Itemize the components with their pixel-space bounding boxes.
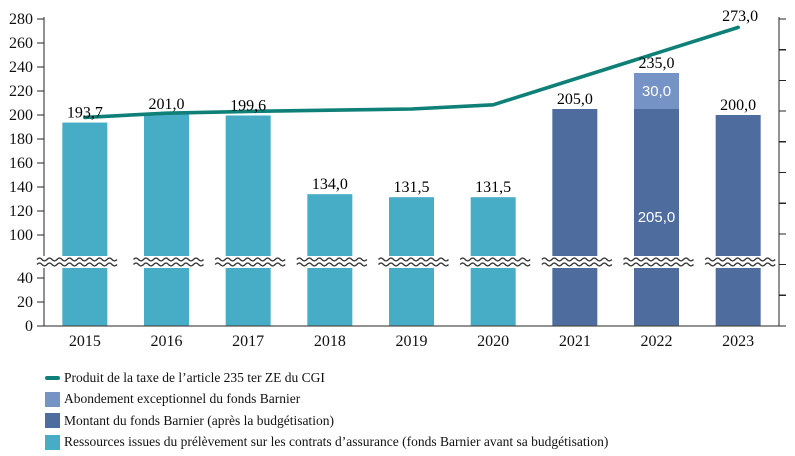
legend-square-swatch [45, 413, 60, 428]
bar-value-label: 201,0 [149, 96, 185, 113]
axis-break-wave [622, 257, 695, 262]
x-axis-category-label: 2022 [641, 333, 673, 350]
x-axis-category-label: 2017 [232, 333, 264, 350]
axis-break-wave [622, 262, 695, 267]
bar-value-label: 131,5 [475, 179, 511, 196]
legend-item-ressources: Ressources issues du prélèvement sur les… [45, 434, 608, 451]
y-axis-tick-label: 120 [9, 203, 33, 220]
x-axis-category-label: 2019 [396, 333, 428, 350]
bar-value-label: 134,0 [312, 176, 348, 193]
axis-break-wave [704, 257, 776, 262]
bar-segment-2016 [144, 113, 189, 326]
axis-break-wave [296, 262, 368, 267]
chart-legend: Produit de la taxe de l’article 235 ter … [0, 366, 795, 456]
legend-square-swatch [45, 434, 60, 450]
bar-segment-2021 [552, 109, 598, 326]
legend-square-swatch [45, 391, 60, 407]
axis-break-wave [377, 262, 450, 267]
bar-value-label: 131,5 [394, 179, 430, 196]
bar-segment-2017 [225, 115, 271, 326]
bar-inside-label: 30,0 [642, 83, 671, 100]
bar-segment-2022 [634, 109, 679, 326]
legend-label: Produit de la taxe de l’article 235 ter … [64, 369, 325, 385]
y-axis-tick-label: 40 [17, 270, 33, 287]
legend-item-montant-fonds: Montant du fonds Barnier (après la budgé… [45, 412, 334, 429]
chart-plot-area: 0 20 40 100 120 140 160 180 200 220 240 260 280 2015 2… [9, 8, 786, 350]
axis-break-wave [36, 257, 118, 262]
legend-item-produit-taxe: Produit de la taxe de l’article 235 ter … [45, 369, 325, 386]
axis-break-wave [214, 257, 286, 262]
bar-inside-label: 205,0 [638, 209, 676, 226]
line-series-produit-taxe [83, 25, 740, 120]
legend-label: Montant du fonds Barnier (après la budgé… [64, 412, 334, 428]
y-axis-tick-label: 140 [9, 179, 33, 196]
bar-value-label: 193,7 [67, 105, 103, 122]
bar-value-label: 200,0 [720, 97, 756, 114]
x-axis-category-label: 2023 [722, 333, 754, 350]
axis-break-wave [36, 262, 118, 267]
bar-value-label: 235,0 [639, 55, 675, 72]
x-axis-category-label: 2020 [477, 333, 509, 350]
legend-label: Abondement exceptionnel du fonds Barnier [64, 391, 301, 406]
y-axis-tick-label: 200 [9, 107, 33, 124]
legend-line-swatch [45, 375, 60, 380]
y-axis-tick-label: 0 [25, 318, 33, 335]
y-axis-tick-label: 220 [9, 83, 33, 100]
x-axis-category-label: 2015 [69, 333, 101, 350]
x-axis-category-label: 2018 [314, 333, 346, 350]
y-axis-tick-label: 160 [9, 155, 33, 172]
y-axis-tick-label: 180 [9, 131, 33, 148]
bar-segment-2023 [715, 115, 761, 326]
axis-break-wave [541, 257, 613, 262]
axis-break-wave [459, 262, 531, 267]
axis-break-wave [459, 257, 531, 262]
legend-label: Ressources issues du prélèvement sur les… [64, 434, 609, 449]
y-axis-tick-label: 20 [17, 294, 33, 311]
bar-segment-2015 [62, 122, 108, 326]
axis-break-wave [296, 257, 368, 262]
bar-value-label: 205,0 [557, 91, 593, 108]
axis-break-wave [214, 262, 286, 267]
axis-break-wave [541, 262, 613, 267]
bar-value-label: 199,6 [230, 97, 266, 114]
axis-break-wave [132, 262, 205, 267]
axis-break-wave [377, 257, 450, 262]
line-end-value-label: 273,0 [722, 8, 758, 25]
y-axis-tick-label: 260 [9, 35, 33, 52]
y-axis-tick-label: 100 [9, 227, 33, 244]
x-axis-category-label: 2016 [151, 333, 183, 350]
x-axis-category-label: 2021 [559, 333, 591, 350]
y-axis-tick-label: 280 [9, 11, 33, 28]
legend-item-abondement: Abondement exceptionnel du fonds Barnier [45, 391, 300, 408]
y-axis-tick-label: 240 [9, 59, 33, 76]
axis-break-wave [132, 257, 205, 262]
bar-segment-2022 [634, 73, 679, 109]
axis-break-wave [704, 262, 776, 267]
